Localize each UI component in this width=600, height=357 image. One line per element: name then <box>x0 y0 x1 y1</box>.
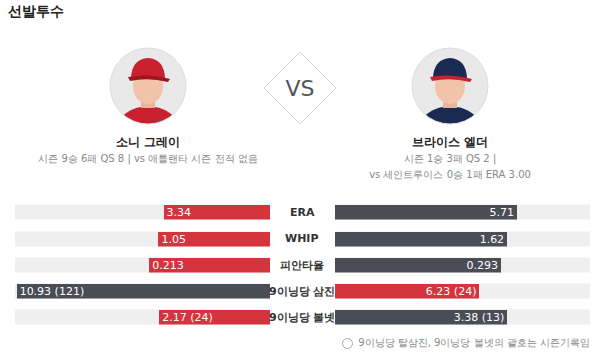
svg-text:9이닝당 볼넷: 9이닝당 볼넷 <box>269 311 335 324</box>
html-text:브라이스 엘더: 브라이스 엘더 <box>411 135 489 149</box>
svg-text:WHIP: WHIP <box>285 232 319 245</box>
html-text:9이닝당 탈삼진, 9이닝당 볼넷의 괄호는 시즌기록임: 9이닝당 탈삼진, 9이닝당 볼넷의 괄호는 시즌기록임 <box>358 337 590 348</box>
html-text:소니 그레이: 소니 그레이 <box>115 135 181 149</box>
svg-text:6.23 (24): 6.23 (24) <box>426 285 477 298</box>
svg-text:2.17 (24): 2.17 (24) <box>162 311 213 324</box>
svg-text:10.93 (121): 10.93 (121) <box>20 285 85 298</box>
svg-text:피안타율: 피안타율 <box>280 259 324 272</box>
svg-text:1.05: 1.05 <box>161 233 186 246</box>
html-text:시즌 1승 3패 QS 2 |: 시즌 1승 3패 QS 2 | <box>403 153 497 164</box>
html-text:선발투수: 선발투수 <box>8 3 64 19</box>
svg-text:5.71: 5.71 <box>490 206 515 219</box>
svg-text:0.213: 0.213 <box>152 259 184 272</box>
svg-text:9이닝당 삼진: 9이닝당 삼진 <box>269 285 335 298</box>
svg-text:VS: VS <box>285 76 314 101</box>
svg-text:3.38 (13): 3.38 (13) <box>454 311 505 324</box>
html-text:시즌 9승 6패 QS 8 | vs 애틀랜타 시즌 전적: 시즌 9승 6패 QS 8 | vs 애틀랜타 시즌 전적 없음 <box>38 153 258 164</box>
svg-text:1.62: 1.62 <box>480 233 505 246</box>
svg-text:3.34: 3.34 <box>167 206 192 219</box>
html-text:vs 세인트루이스 0승 1패 ERA 3.00: vs 세인트루이스 0승 1패 ERA 3.00 <box>369 169 531 180</box>
svg-text:ERA: ERA <box>290 206 315 219</box>
svg-text:0.293: 0.293 <box>467 259 499 272</box>
